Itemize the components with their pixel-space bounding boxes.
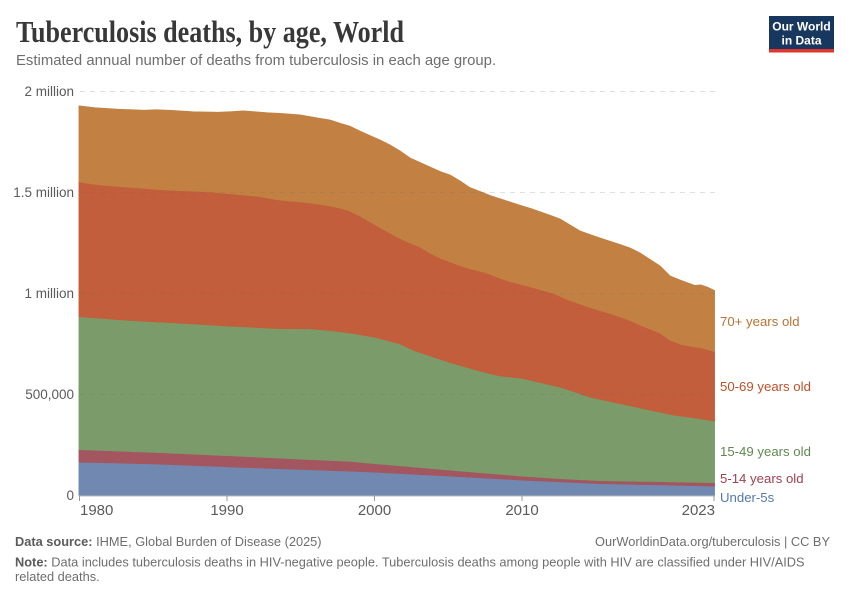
svg-text:OurWorldinData.org/tuberculosi: OurWorldinData.org/tuberculosis | CC BY bbox=[595, 534, 830, 549]
svg-text:2000: 2000 bbox=[358, 502, 391, 519]
svg-text:in Data: in Data bbox=[781, 34, 821, 48]
svg-text:related deaths.: related deaths. bbox=[15, 569, 100, 584]
svg-text:2 million: 2 million bbox=[24, 84, 74, 99]
svg-text:Data source: IHME, Global Burd: Data source: IHME, Global Burden of Dise… bbox=[15, 534, 322, 549]
svg-text:Our World: Our World bbox=[772, 20, 830, 34]
svg-text:5-14 years old: 5-14 years old bbox=[720, 471, 804, 486]
svg-text:70+ years old: 70+ years old bbox=[720, 314, 800, 329]
svg-text:2010: 2010 bbox=[505, 502, 538, 519]
svg-text:15-49 years old: 15-49 years old bbox=[720, 444, 811, 459]
svg-text:1 million: 1 million bbox=[24, 286, 74, 301]
svg-text:Tuberculosis deaths, by age, W: Tuberculosis deaths, by age, World bbox=[16, 14, 404, 49]
svg-text:50-69 years old: 50-69 years old bbox=[720, 379, 811, 394]
svg-text:1.5 million: 1.5 million bbox=[13, 185, 74, 200]
svg-text:1980: 1980 bbox=[80, 502, 113, 519]
svg-text:2023: 2023 bbox=[682, 502, 715, 519]
svg-text:Under-5s: Under-5s bbox=[720, 490, 775, 505]
svg-text:Note: Data includes tuberculos: Note: Data includes tuberculosis deaths … bbox=[15, 555, 805, 570]
svg-text:500,000: 500,000 bbox=[25, 387, 74, 402]
svg-text:0: 0 bbox=[66, 488, 74, 503]
svg-text:1990: 1990 bbox=[210, 502, 243, 519]
svg-text:Estimated annual number of dea: Estimated annual number of deaths from t… bbox=[16, 53, 496, 69]
